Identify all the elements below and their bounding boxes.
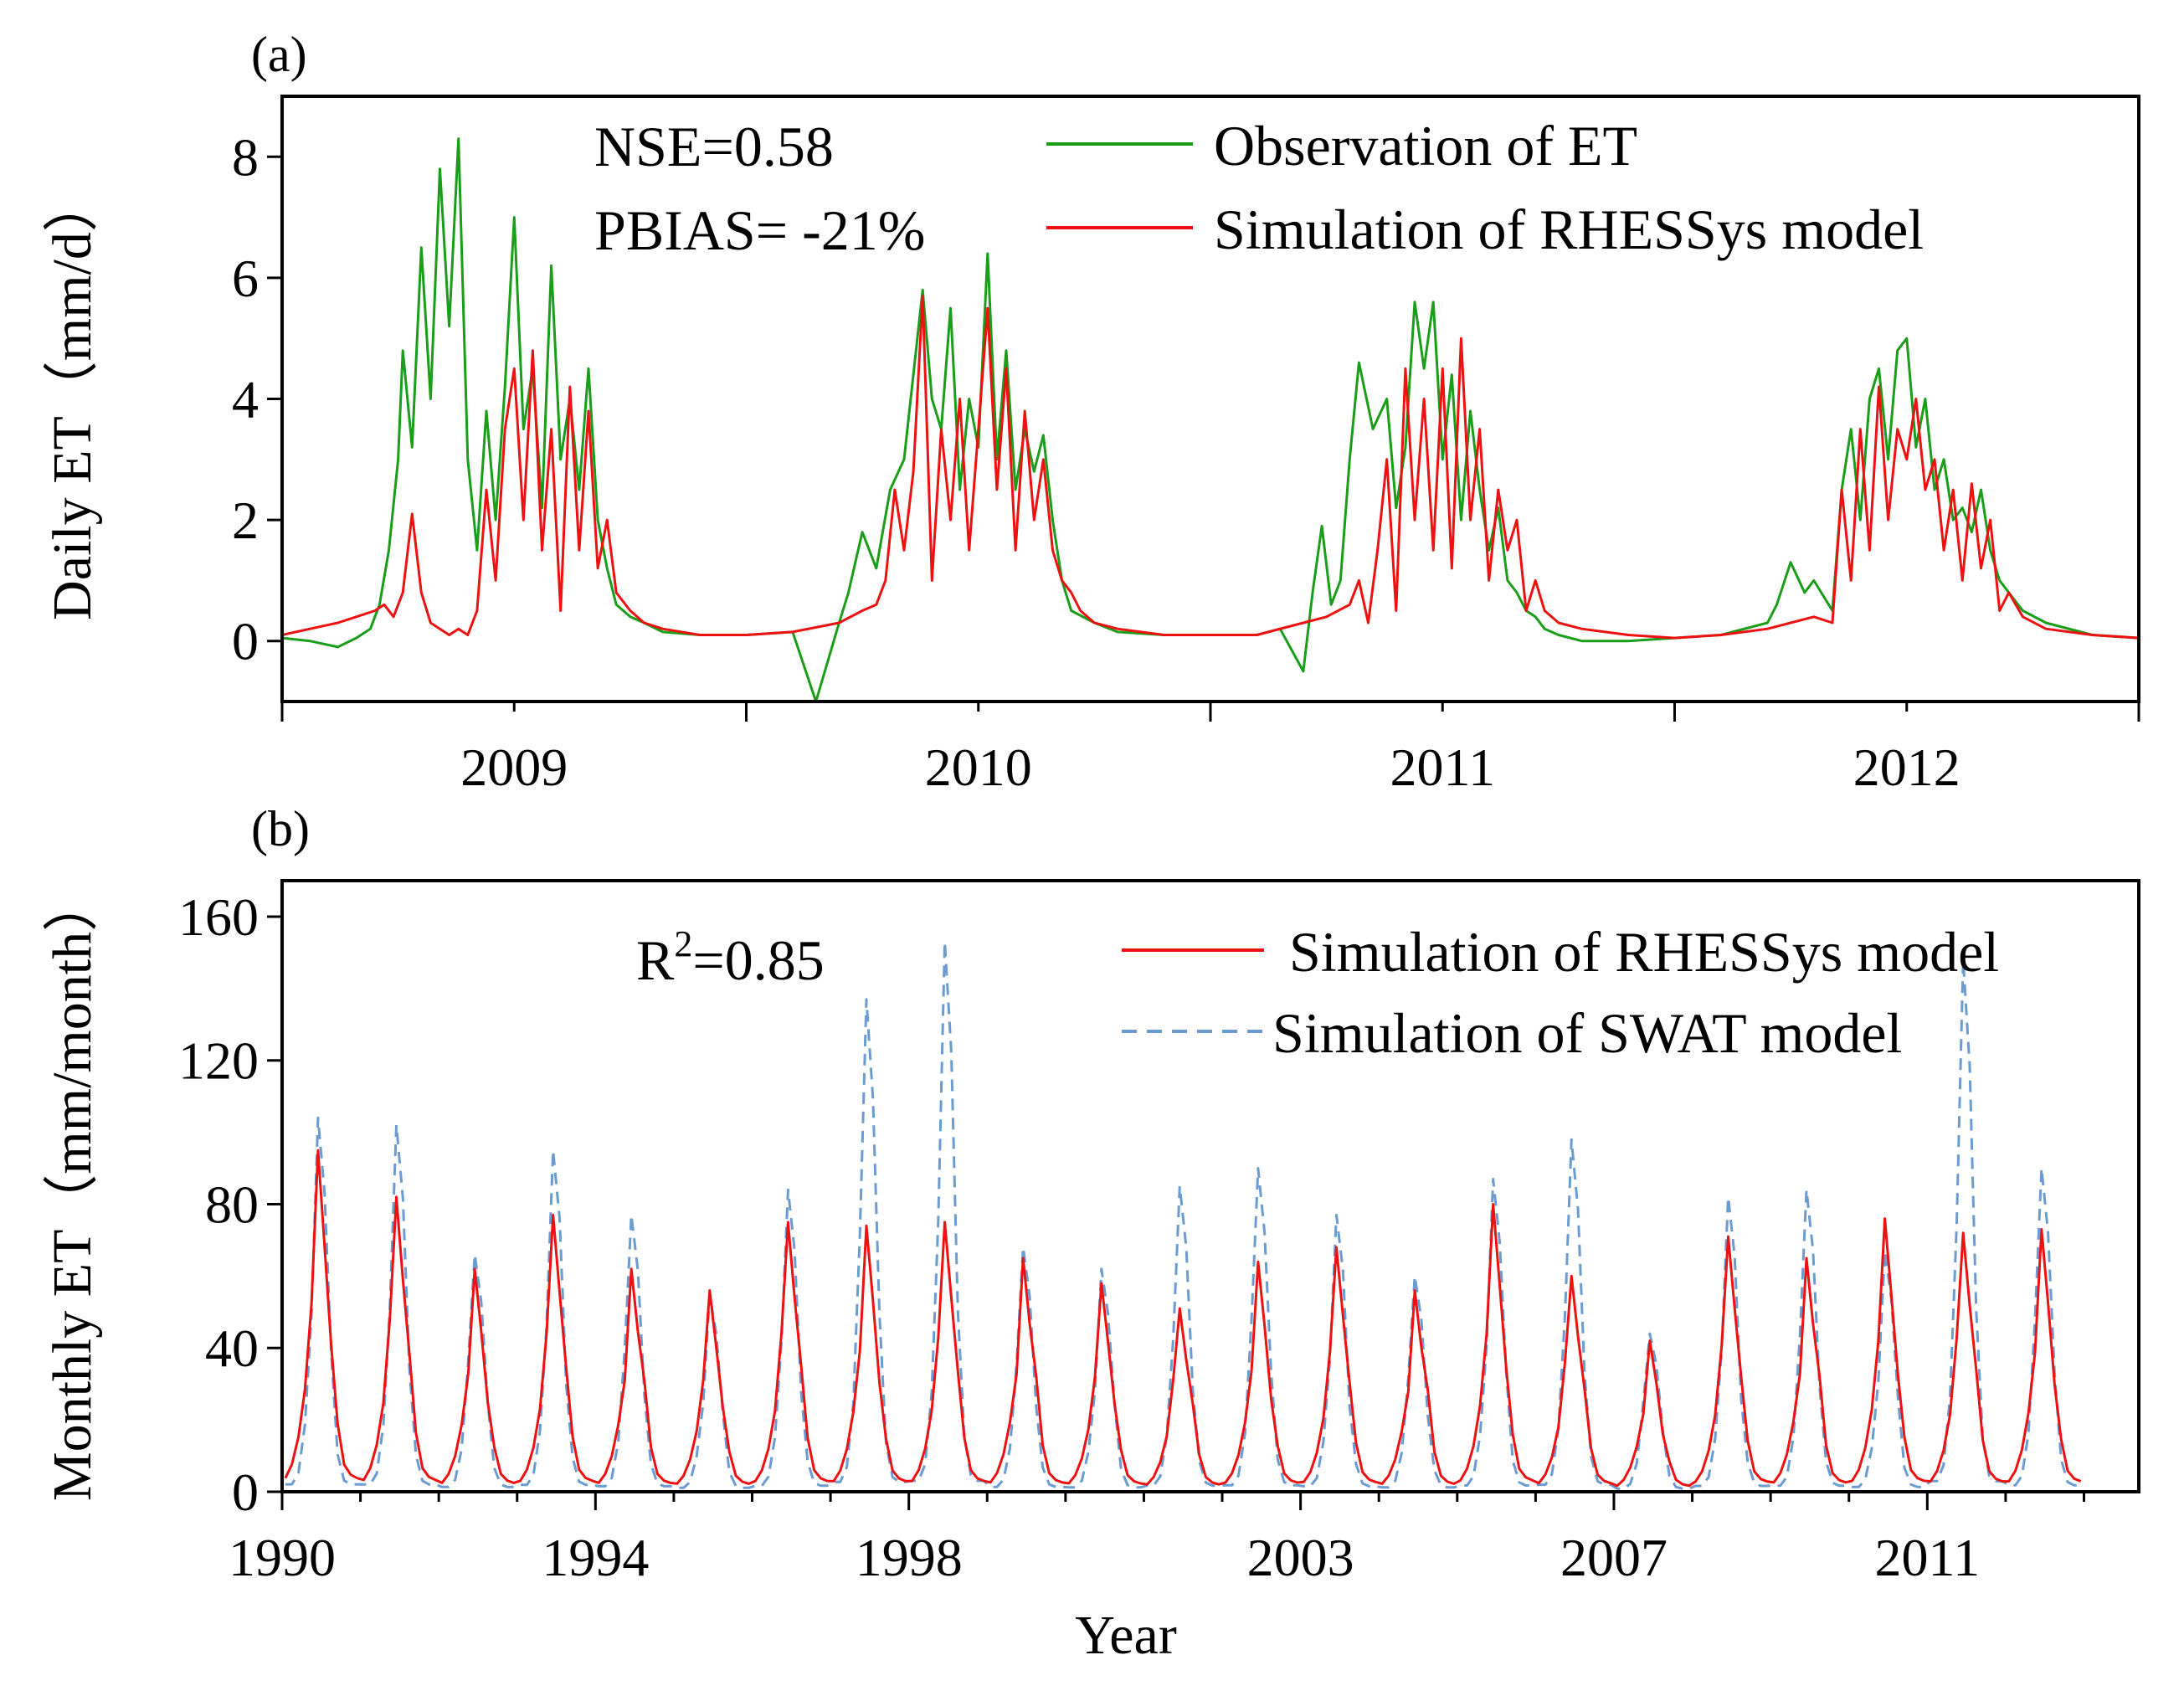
panel-b-label: (b) [251, 801, 310, 856]
panel-a-y-tick-label: 6 [232, 249, 259, 308]
r2-value: =0.85 [692, 928, 824, 992]
panel-b-y-axis: 0 40 80 120 160 [178, 887, 282, 1522]
panel-b-y-axis-title: Monthly ET（mm/month） [42, 876, 103, 1501]
panel-b-series [284, 940, 2082, 1490]
legend-observation-label: Observation of ET [1214, 114, 1637, 177]
panel-a-series [281, 137, 2140, 703]
panel-a-y-axis-title: Daily ET（mm/d） [42, 177, 103, 620]
panel-b-x-axis: 1990 1994 1998 2003 2007 2011 [229, 1492, 2085, 1587]
panel-a-x-tick-label: 2011 [1390, 738, 1495, 797]
panel-a-label: (a) [251, 27, 307, 82]
panel-a-y-tick-label: 8 [232, 127, 259, 187]
panel-a-x-axis: 2009 2010 2011 2012 [280, 702, 2140, 797]
swat-monthly-series-line [285, 940, 2081, 1490]
r2-annotation: R2=0.85 [636, 923, 825, 992]
panel-b-y-tick-label: 120 [178, 1031, 259, 1091]
panel-b-x-tick-label: 2007 [1560, 1528, 1668, 1587]
panel-b-y-tick-label: 80 [205, 1174, 259, 1234]
panel-b-x-tick-label: 1990 [229, 1528, 336, 1587]
observation-series-line [281, 137, 2140, 703]
rhessys-daily-series-line [281, 295, 2140, 640]
panel-b-x-tick-label: 2003 [1247, 1528, 1354, 1587]
legend-rhessys-label: Simulation of RHESSys model [1214, 198, 1924, 261]
nse-annotation: NSE=0.58 [594, 115, 834, 178]
panel-b-y-tick-label: 160 [178, 887, 259, 947]
panel-a-x-tick-label: 2012 [1853, 738, 1960, 797]
legend-rhessys-b-label: Simulation of RHESSys model [1289, 920, 1999, 984]
panel-a-y-tick-label: 4 [232, 370, 259, 429]
legend-swat-label: Simulation of SWAT model [1272, 1001, 1902, 1065]
panel-b-frame [280, 879, 2140, 1493]
panel-b-x-tick-label: 1994 [542, 1528, 649, 1587]
r2-superscript: 2 [674, 923, 692, 964]
panel-a-x-tick-label: 2010 [925, 738, 1032, 797]
panel-b-x-axis-title: Year [1075, 1605, 1177, 1666]
pbias-annotation: PBIAS= -21% [594, 198, 925, 262]
panel-a-y-tick-label: 0 [232, 612, 259, 671]
panel-a-y-tick-label: 2 [232, 491, 259, 550]
panel-b-legend: Simulation of RHESSys model Simulation o… [1122, 920, 1999, 1065]
panel-a: (a) 0 2 4 6 8 2009 2010 2011 2012 Daily ET（mm/d… [42, 27, 2140, 797]
panel-a-x-tick-label: 2009 [460, 738, 568, 797]
r2-base: R [636, 928, 675, 992]
panel-a-y-axis: 0 2 4 6 8 [232, 127, 282, 671]
panel-b: (b) 0 40 80 120 160 1990 1994 1998 2003 2007 2011… [42, 801, 2140, 1666]
panel-b-x-tick-label: 1998 [856, 1528, 963, 1587]
panel-a-legend: Observation of ET Simulation of RHESSys … [1046, 114, 1924, 261]
panel-b-y-tick-label: 40 [205, 1318, 259, 1378]
panel-b-x-tick-label: 2011 [1875, 1528, 1981, 1587]
panel-b-y-tick-label: 0 [232, 1462, 259, 1522]
rhessys-monthly-series-line [284, 1149, 2082, 1488]
